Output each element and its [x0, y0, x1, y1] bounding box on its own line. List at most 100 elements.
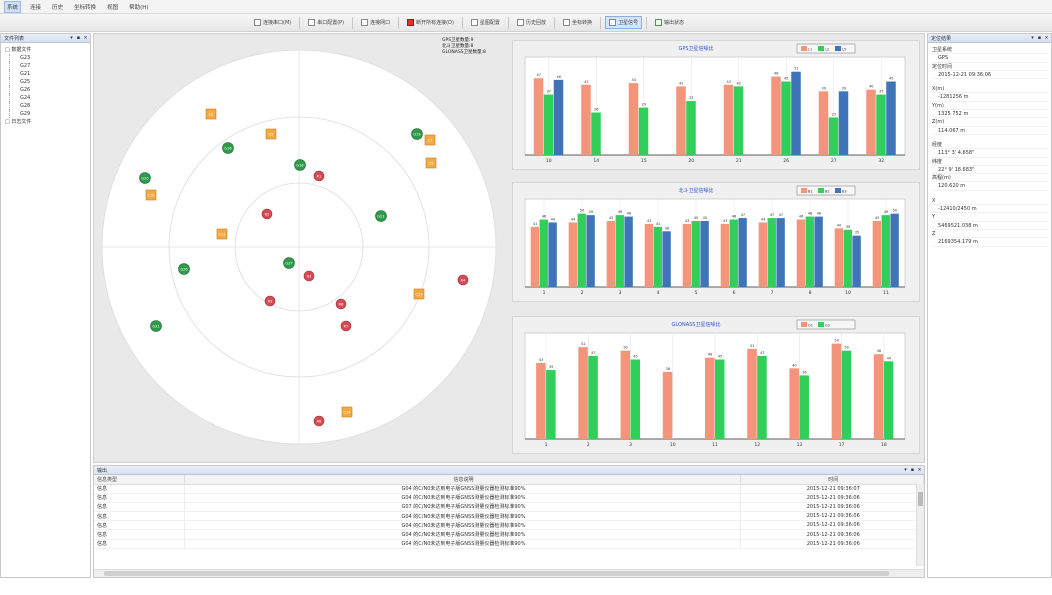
satellite-count-legend: GPS卫星数量:9 北斗卫星数量:8 GLONASS卫星数量:8 — [442, 38, 486, 56]
table-row[interactable]: 信息 G04 的C/N0未达到电子版GNSS测量仪器检测标准90% 2015-12-… — [94, 539, 924, 549]
satellite-marker-G31[interactable]: G31 — [150, 320, 162, 332]
bar — [881, 215, 890, 287]
data-label: 47 — [537, 73, 541, 77]
satellite-marker-R5[interactable]: R5 — [264, 295, 276, 307]
data-label: 51 — [750, 344, 754, 348]
satellite-marker-C11[interactable]: C11 — [216, 228, 228, 240]
tree-file-item[interactable]: G25 — [9, 78, 86, 86]
satellite-marker-C14[interactable]: C14 — [341, 406, 353, 418]
toolbar-button-7[interactable]: 卫星信号 — [604, 16, 642, 29]
horizontal-scroll-thumb[interactable] — [104, 571, 889, 576]
satellite-marker-C9[interactable]: C9 — [425, 157, 437, 169]
toolbar-button-8[interactable]: 输出状态 — [651, 16, 688, 29]
tree-file-item[interactable]: G28 — [9, 102, 86, 110]
tree-file-item[interactable]: G23 — [9, 54, 86, 62]
satellite-marker-R4[interactable]: R4 — [457, 274, 469, 286]
satellite-id-label: R4 — [461, 279, 466, 283]
property-label: 高程(m) — [932, 174, 1047, 183]
toolbar-button-4[interactable]: 星图配置 — [467, 16, 504, 29]
legend-label: G1 — [808, 324, 813, 328]
bar — [588, 355, 598, 439]
satellite-marker-G26[interactable]: G26 — [178, 263, 190, 275]
table-row[interactable]: 信息 G04 的C/N0未达到电子版GNSS测量仪器检测标准90% 2015-12-… — [94, 493, 924, 503]
tree-file-item[interactable]: G21 — [9, 70, 86, 78]
bar — [814, 216, 823, 287]
tree-folder-item[interactable]: □ 日志文件 — [5, 119, 32, 125]
vertical-scroll-thumb[interactable] — [918, 492, 923, 506]
satellite-marker-R8[interactable]: R8 — [313, 415, 325, 427]
satellite-marker-R6[interactable]: R6 — [335, 298, 347, 310]
dock-icon[interactable]: ▪ — [1037, 34, 1042, 41]
tick-label: 1 — [545, 442, 548, 448]
tree-folder-item[interactable]: □ 数据文件 — [5, 47, 32, 53]
satellite-marker-C10[interactable]: C10 — [145, 189, 157, 201]
data-label: 39 — [846, 225, 850, 229]
satellite-marker-R3[interactable]: R3 — [303, 270, 315, 282]
menu-item-3[interactable]: 坐标转换 — [74, 4, 97, 11]
menu-item-2[interactable]: 历史 — [52, 4, 64, 11]
close-icon[interactable]: × — [1044, 34, 1049, 41]
column-header-time[interactable]: 时间 — [740, 475, 924, 485]
bar — [852, 235, 861, 287]
cell-time: 2015-12-21 09:36:06 — [740, 502, 924, 513]
toolbar-button-1[interactable]: 串口配置(P) — [304, 16, 348, 29]
satellite-marker-R2[interactable]: R2 — [261, 208, 273, 220]
satellite-marker-G18[interactable]: G18 — [294, 159, 306, 171]
pin-icon[interactable]: ▾ — [1031, 34, 1034, 41]
toolbar-button-3[interactable]: 断开所有连接(D) — [403, 16, 458, 29]
table-row[interactable]: 信息 G04 的C/N0未达到电子版GNSS测量仪器检测标准90% 2015-12-… — [94, 511, 924, 522]
bar — [831, 343, 842, 439]
table-row[interactable]: 信息 G04 的C/N0未达到电子版GNSS测量仪器检测标准90% 2015-12-… — [94, 520, 924, 531]
property-value: GPS — [932, 54, 1047, 63]
column-header-message[interactable]: 信息说明 — [184, 475, 741, 485]
column-header-type[interactable]: 信息类型 — [94, 475, 185, 485]
data-label: 54 — [834, 339, 839, 343]
legend-swatch — [818, 46, 824, 51]
horizontal-scrollbar[interactable] — [94, 569, 924, 577]
satellite-marker-C2[interactable]: C2 — [205, 108, 217, 120]
toolbar-button-6[interactable]: 坐标转换 — [559, 16, 596, 29]
table-row[interactable]: 信息 G07 的C/N0未达到电子版GNSS测量仪器检测标准90% 2015-12-… — [94, 502, 924, 513]
pin-icon[interactable]: ▾ — [70, 34, 73, 41]
tick-label: 10 — [546, 158, 552, 164]
toolbar-button-5[interactable]: 历史回放 — [513, 16, 550, 29]
satellite-marker-C7[interactable]: C7 — [424, 134, 436, 146]
disconnect-icon — [407, 19, 415, 26]
glonass-count: GLONASS卫星数量:8 — [442, 50, 486, 55]
satellite-marker-R7[interactable]: R7 — [340, 320, 352, 332]
toolbar-button-0[interactable]: 连接串口(M) — [250, 16, 295, 29]
satellite-marker-C5[interactable]: C5 — [265, 128, 277, 140]
menu-item-1[interactable]: 连接 — [30, 4, 42, 11]
close-icon[interactable]: × — [917, 466, 922, 473]
dock-icon[interactable]: ▪ — [910, 466, 915, 473]
satellite-id-label: C10 — [148, 194, 155, 198]
pin-icon[interactable]: ▾ — [904, 466, 907, 473]
menu-item-0[interactable]: 系统 — [4, 0, 22, 13]
tree-file-item[interactable]: G29 — [9, 110, 86, 118]
menu-item-5[interactable]: 帮助(H) — [129, 4, 149, 11]
satellite-id-label: R5 — [268, 300, 273, 304]
satellite-marker-C13[interactable]: C13 — [413, 288, 425, 300]
bar — [876, 94, 886, 155]
tick-label: 1 — [543, 290, 546, 296]
satellite-marker-G20[interactable]: G20 — [139, 172, 151, 184]
satellite-marker-G16[interactable]: G16 — [222, 142, 234, 154]
dock-icon[interactable]: ▪ — [76, 34, 81, 41]
menu-item-4[interactable]: 视图 — [107, 4, 119, 11]
toolbar-button-2[interactable]: 连接网口 — [357, 16, 394, 29]
tree-file-item[interactable]: G27 — [9, 62, 86, 70]
satellite-marker-G27[interactable]: G27 — [283, 257, 295, 269]
data-label: 49 — [884, 210, 888, 214]
vertical-scrollbar[interactable] — [916, 484, 924, 566]
data-label: 43 — [727, 80, 731, 84]
tree-file-item[interactable]: G24 — [9, 94, 86, 102]
satellite-marker-G21[interactable]: G21 — [375, 210, 387, 222]
satellite-marker-R1[interactable]: R1 — [313, 170, 325, 182]
table-row[interactable]: 信息 G04 的C/N0未达到电子版GNSS测量仪器检测标准90% 2015-12-… — [94, 529, 924, 540]
position-result-panel: 定位结果 ▾ ▪ × 卫星系统 GPS 定位时间 2015-12-21 09:36:0… — [927, 33, 1052, 578]
cell-time: 2015-12-21 09:36:06 — [740, 539, 924, 549]
satellite-marker-G19[interactable]: G19 — [411, 128, 423, 140]
tree-file-item[interactable]: G26 — [9, 86, 86, 94]
close-icon[interactable]: × — [83, 34, 88, 41]
table-row[interactable]: 信息 G04 的C/N0未达到电子版GNSS测量仪器检测标准90% 2015-12-… — [94, 484, 924, 494]
